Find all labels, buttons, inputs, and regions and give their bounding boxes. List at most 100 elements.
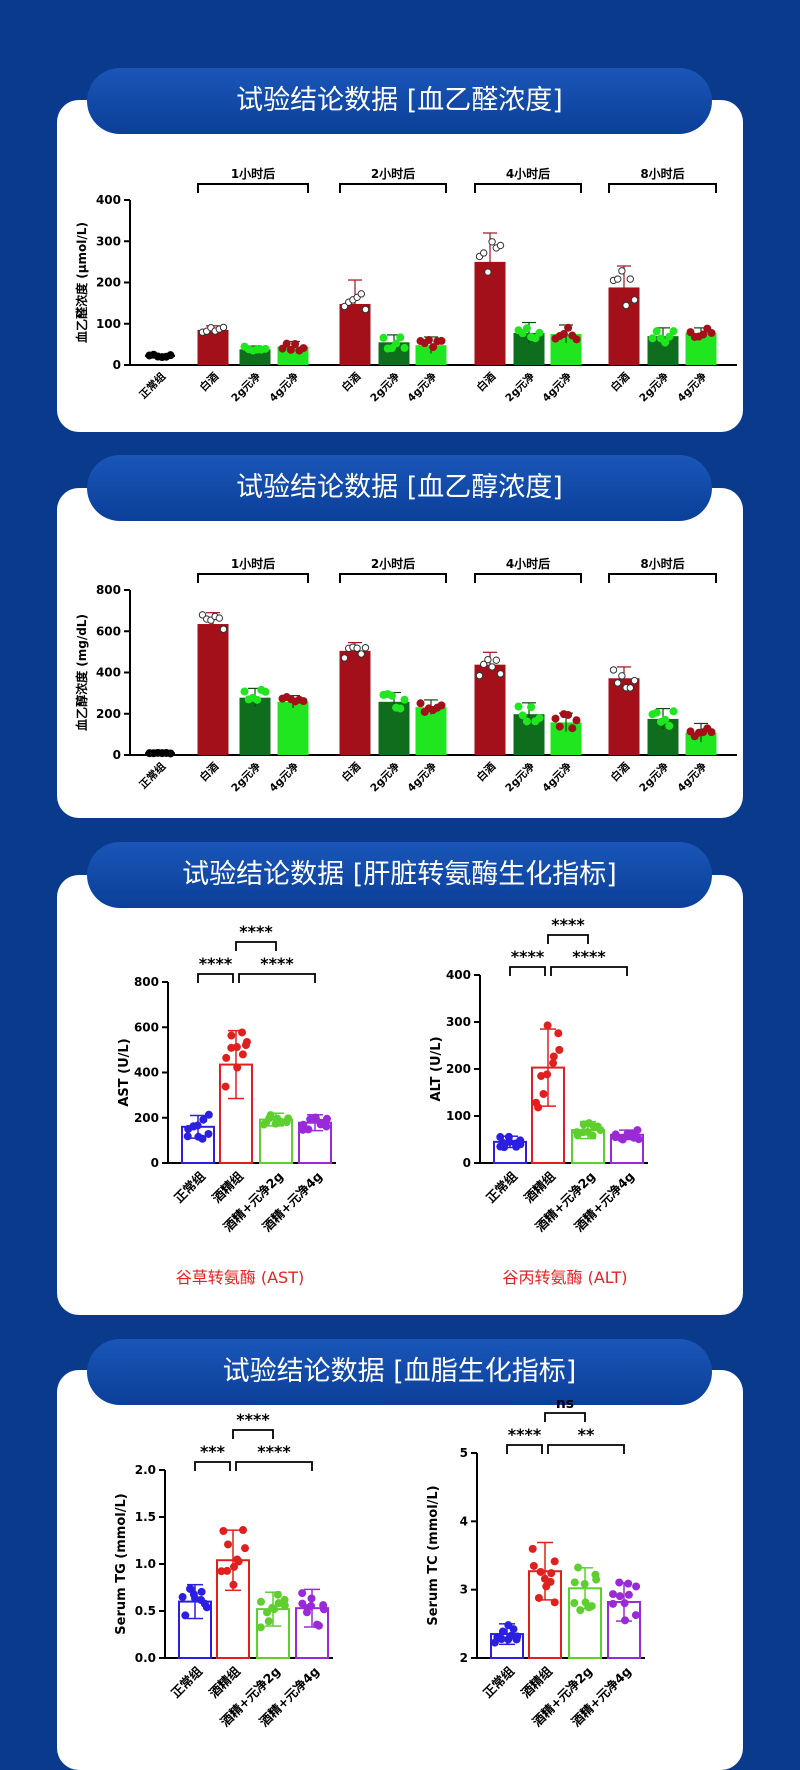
significance-label: **** [239,922,273,941]
x-tick-label: 正常组 [483,1168,520,1205]
data-point [589,1122,598,1131]
data-point [357,290,365,298]
x-tick-label: 2g元净 [368,370,403,405]
data-point [396,333,405,342]
data-point [498,1627,507,1636]
data-point [614,275,622,283]
significance-label: **** [236,1410,270,1429]
significance-bracket [235,1461,313,1471]
y-tick-label: 200 [134,1111,159,1125]
group-bracket [608,183,717,193]
data-point [253,695,262,704]
y-tick-label: 300 [446,1015,471,1029]
significance-bracket [544,1412,586,1422]
data-point [707,328,716,337]
data-point [539,1089,548,1098]
data-point [532,1098,541,1107]
y-tick-label: 4 [460,1514,468,1528]
y-axis-label: AST (U/L) [117,1038,132,1106]
data-point [242,1037,251,1046]
data-point [340,302,349,311]
significance-label: **** [260,954,294,973]
data-point [194,1132,203,1141]
data-point [570,1598,579,1607]
data-point [669,327,678,336]
data-point [564,710,573,719]
data-point [221,1082,230,1091]
data-point [232,1043,241,1052]
group-label: 8小时后 [640,166,684,181]
y-tick-label: 2.0 [135,1463,156,1477]
data-point [615,1592,624,1601]
data-point [204,1129,213,1138]
data-point [622,301,630,310]
y-tick-label: 400 [446,968,471,982]
data-point [609,666,618,674]
data-point [490,1638,499,1647]
group-bracket [608,573,717,583]
data-point [572,335,581,344]
significance-bracket [238,973,316,983]
data-point [630,676,639,685]
data-point [665,332,674,341]
data-point [240,687,249,696]
data-point [624,1579,633,1588]
data-point [239,1526,248,1535]
data-point [484,268,492,276]
data-point [570,1578,579,1587]
bar [415,345,447,365]
data-point [559,329,568,338]
x-tick-label: 酒精组 [206,1663,243,1700]
data-point [576,1606,585,1615]
x-tick-label: 正常组 [137,370,169,402]
data-point [303,1604,312,1613]
data-point [361,305,370,314]
group-label: 2小时后 [371,556,415,571]
data-point [634,1135,643,1144]
data-point [229,1580,238,1589]
y-tick-label: 600 [134,1020,159,1034]
bar [608,678,640,755]
data-point [178,1593,187,1602]
data-point [535,714,544,723]
data-point [661,715,670,724]
data-point [189,1590,198,1599]
data-point [322,1114,331,1123]
data-point [215,614,224,622]
significance-bracket [547,1444,625,1454]
y-tick-label: 300 [96,234,121,248]
data-point [276,1118,285,1127]
x-tick-label: 4g元净 [675,370,710,405]
data-point [416,699,425,708]
data-point [507,1631,516,1640]
data-point [568,724,577,733]
data-point [528,1544,537,1553]
significance-label: **** [572,947,606,966]
y-tick-label: 200 [96,707,121,721]
data-point [488,663,496,671]
y-axis-label: 血乙醛浓度 (μmol/L) [74,222,89,343]
data-point [555,1045,564,1054]
section-title-ethanol: 试验结论数据 [血乙醇浓度] [87,455,712,521]
group-label: 1小时后 [231,556,275,571]
data-point [379,333,388,342]
data-point [222,1053,231,1062]
y-tick-label: 100 [446,1109,471,1123]
data-point [550,1557,559,1566]
significance-bracket [550,966,628,976]
data-point [620,1599,629,1608]
x-tick-label: 2g元净 [503,760,538,795]
data-point [621,1616,630,1625]
data-point [564,323,573,332]
data-point [632,1582,641,1591]
data-point [699,330,708,339]
data-point [615,1578,624,1587]
significance-bracket [197,973,234,983]
data-point [299,697,308,706]
group-label: 4小时后 [506,556,550,571]
data-point [585,1603,594,1612]
y-tick-label: 100 [96,317,121,331]
data-point [611,1130,620,1139]
data-point [480,660,488,669]
